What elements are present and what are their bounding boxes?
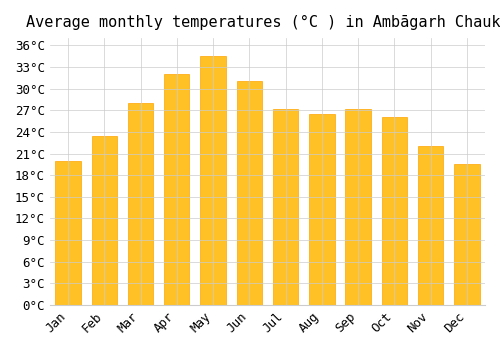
Bar bbox=[454, 164, 479, 305]
Bar bbox=[128, 103, 153, 305]
Bar bbox=[418, 146, 444, 305]
Bar bbox=[92, 135, 117, 305]
Bar bbox=[273, 109, 298, 305]
Title: Average monthly temperatures (°C ) in Ambāgarh Chauki: Average monthly temperatures (°C ) in Am… bbox=[26, 15, 500, 30]
Bar bbox=[200, 56, 226, 305]
Bar bbox=[164, 74, 190, 305]
Bar bbox=[346, 109, 371, 305]
Bar bbox=[309, 114, 334, 305]
Bar bbox=[382, 118, 407, 305]
Bar bbox=[56, 161, 80, 305]
Bar bbox=[236, 82, 262, 305]
